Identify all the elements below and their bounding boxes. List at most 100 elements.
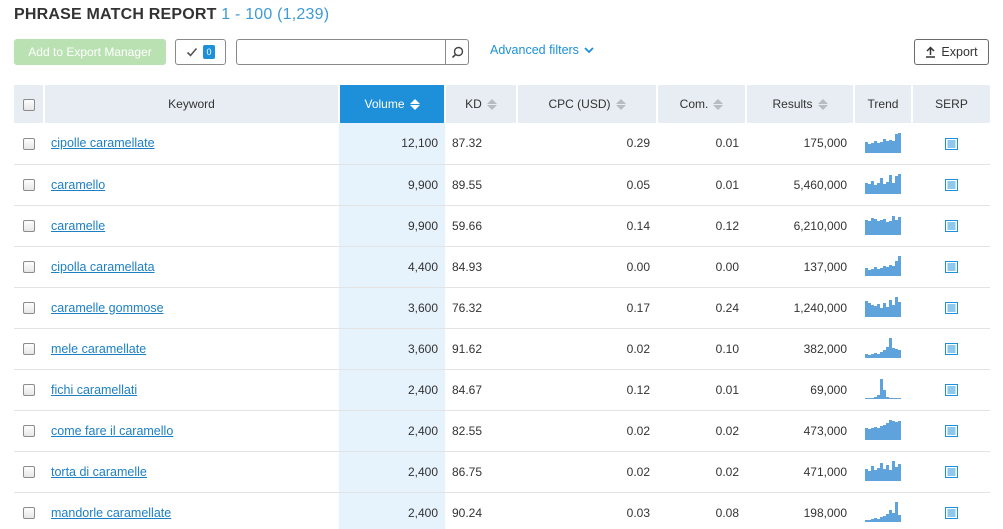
trend-bar [880,352,883,358]
com-cell: 0.00 [657,246,746,288]
keyword-cell: caramelle [44,205,339,247]
trend-bar [886,514,889,522]
row-checkbox[interactable] [23,466,35,479]
com-cell: 0.01 [657,123,746,165]
trend-bar [883,184,886,194]
trend-bar [880,426,883,440]
trend-bar [883,266,886,276]
col-cpc[interactable]: CPC (USD) [517,85,658,123]
trend-bar [895,220,898,235]
row-select-cell [14,246,44,288]
cpc-cell: 0.00 [517,246,657,288]
trend-sparkline [865,295,901,317]
search-input[interactable] [241,42,441,62]
keyword-link[interactable]: caramello [51,177,106,192]
trend-bar [874,185,877,194]
trend-bar [883,303,886,317]
keyword-link[interactable]: caramelle [51,218,106,233]
trend-bar [865,268,868,276]
keyword-link[interactable]: fichi caramellati [51,382,138,397]
serp-icon[interactable] [944,261,958,274]
trend-bar [880,141,883,153]
trend-sparkline [865,131,901,153]
keyword-link[interactable]: cipolla caramellata [51,259,155,274]
volume-cell: 12,100 [339,123,445,165]
trend-bar [871,519,874,522]
serp-icon[interactable] [944,179,958,192]
serp-icon[interactable] [944,507,958,520]
trend-bar [865,469,868,481]
checkmark-icon [186,47,198,57]
results-cell: 198,000 [746,492,854,529]
serp-icon[interactable] [944,466,958,479]
trend-bar [877,221,880,235]
cpc-cell: 0.02 [517,328,657,370]
sort-icon [409,98,420,110]
trend-sparkline [865,459,901,481]
row-checkbox[interactable] [23,261,35,274]
volume-cell: 9,900 [339,205,445,247]
trend-sparkline [865,418,901,440]
trend-bar [877,468,880,481]
trend-bar [886,397,889,399]
serp-icon[interactable] [944,302,958,315]
col-com[interactable]: Com. [657,85,747,123]
keyword-link[interactable]: caramelle gommose [51,300,164,315]
selected-items-button[interactable]: 0 [175,39,226,65]
export-button[interactable]: Export [914,39,989,65]
trend-bar [886,307,889,317]
serp-icon[interactable] [944,343,958,356]
search-button[interactable] [445,40,468,64]
keywords-table: Keyword Volume KD CPC (USD) Com. Results… [14,85,990,529]
select-all-checkbox[interactable] [22,98,35,111]
keyword-link[interactable]: cipolle caramellate [51,136,155,151]
trend-bar [865,220,868,235]
trend-bar [868,355,871,358]
trend-bar [871,466,874,481]
sort-icon [713,98,724,110]
table-row: come fare il caramello 2,400 82.55 0.02 … [14,410,990,452]
trend-bar [895,349,898,358]
col-keyword[interactable]: Keyword [44,85,340,123]
serp-icon[interactable] [944,138,958,151]
trend-bar [889,265,892,276]
cpc-cell: 0.17 [517,287,657,329]
advanced-filters-toggle[interactable]: Advanced filters [490,43,594,57]
trend-bar [877,428,880,440]
row-checkbox[interactable] [23,179,35,192]
row-checkbox[interactable] [23,343,35,356]
row-checkbox[interactable] [23,425,35,438]
keyword-link[interactable]: mele caramellate [51,341,147,356]
keyword-link[interactable]: mandorle caramellate [51,505,172,520]
keyword-cell: torta di caramelle [44,451,339,493]
col-results[interactable]: Results [746,85,855,123]
kd-cell: 89.55 [445,164,517,206]
trend-bar [874,427,877,440]
trend-bar [868,143,871,153]
trend-bar [865,183,868,194]
com-cell: 0.10 [657,328,746,370]
serp-icon[interactable] [944,220,958,233]
keyword-link[interactable]: come fare il caramello [51,423,174,438]
row-select-cell [14,287,44,329]
col-kd[interactable]: KD [445,85,518,123]
row-checkbox[interactable] [23,384,35,397]
trend-bar [898,256,901,276]
row-checkbox[interactable] [23,302,35,315]
upload-icon [926,46,936,58]
keyword-cell: mandorle caramellate [44,492,339,529]
keyword-link[interactable]: torta di caramelle [51,464,147,479]
trend-bar [865,354,868,358]
serp-icon[interactable] [944,384,958,397]
add-to-export-manager-button[interactable]: Add to Export Manager [14,39,166,65]
row-checkbox[interactable] [23,138,35,151]
col-volume[interactable]: Volume [339,85,446,123]
serp-icon[interactable] [944,425,958,438]
trend-cell [854,287,912,329]
trend-bar [889,338,892,358]
serp-cell [912,451,990,493]
row-checkbox[interactable] [23,220,35,233]
trend-bar [871,218,874,235]
trend-cell [854,246,912,288]
row-checkbox[interactable] [23,507,35,520]
